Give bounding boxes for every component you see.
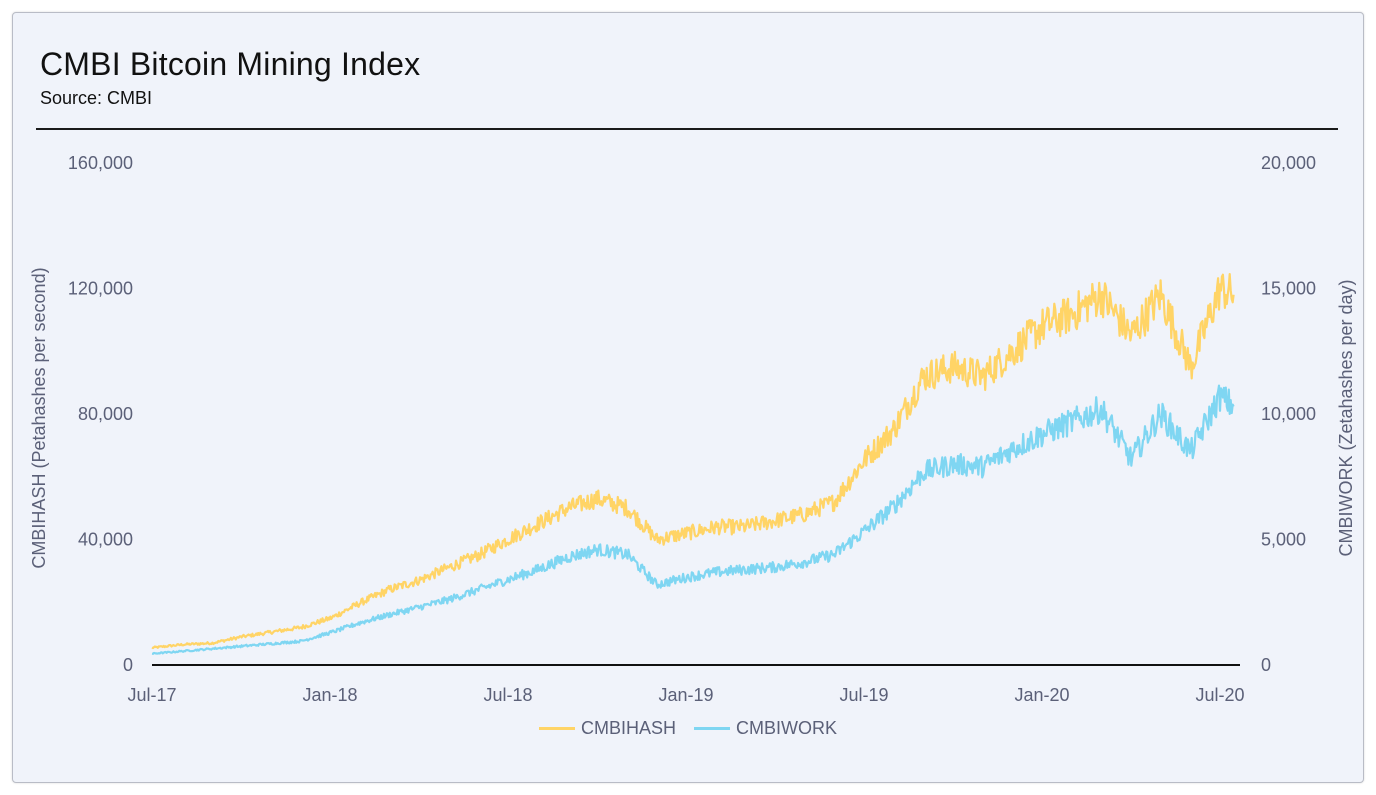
x-tick-label: Jul-18 <box>483 685 532 705</box>
left-tick-label: 120,000 <box>68 279 133 299</box>
left-axis-label: CMBIHASH (Petahashes per second) <box>29 267 49 568</box>
legend-label-cmbihash: CMBIHASH <box>580 718 676 738</box>
left-tick-label: 40,000 <box>78 530 133 550</box>
x-tick-label: Jan-20 <box>1014 685 1069 705</box>
title-divider <box>36 128 1338 130</box>
left-tick-label: 0 <box>123 655 133 675</box>
right-tick-label: 20,000 <box>1261 153 1316 173</box>
right-tick-label: 10,000 <box>1261 404 1316 424</box>
chart-title: CMBI Bitcoin Mining Index <box>40 46 421 82</box>
legend-swatch-cmbihash <box>538 727 575 730</box>
legend-swatch-cmbiwork <box>694 727 730 730</box>
legend-item-cmbiwork[interactable]: CMBIWORK <box>694 718 837 739</box>
series-line-cmbihash <box>151 273 1235 650</box>
x-tick-label: Jul-20 <box>1195 685 1244 705</box>
right-tick-label: 5,000 <box>1261 530 1306 550</box>
legend-item-cmbihash[interactable]: CMBIHASH <box>538 718 676 739</box>
right-tick-label: 15,000 <box>1261 279 1316 299</box>
left-tick-label: 160,000 <box>68 153 133 173</box>
right-axis-label: CMBIWORK (Zetahashes per day) <box>1336 279 1356 556</box>
chart-subtitle: Source: CMBI <box>40 88 153 108</box>
left-axis-ticks: 0 40,000 80,000 120,000 160,000 <box>68 153 133 675</box>
x-tick-label: Jul-17 <box>127 685 176 705</box>
x-tick-label: Jan-19 <box>658 685 713 705</box>
series-layer <box>151 273 1235 655</box>
x-axis-ticks: Jul-17 Jan-18 Jul-18 Jan-19 Jul-19 Jan-20 Jul-… <box>127 685 1244 705</box>
left-tick-label: 80,000 <box>78 404 133 424</box>
x-tick-label: Jul-19 <box>839 685 888 705</box>
chart-card <box>12 12 1364 783</box>
right-tick-label: 0 <box>1261 655 1271 675</box>
legend: CMBIHASH CMBIWORK <box>0 718 1376 739</box>
x-tick-label: Jan-18 <box>302 685 357 705</box>
series-line-cmbiwork <box>151 384 1235 655</box>
legend-label-cmbiwork: CMBIWORK <box>736 718 837 738</box>
right-axis-ticks: 0 5,000 10,000 15,000 20,000 <box>1261 153 1316 675</box>
